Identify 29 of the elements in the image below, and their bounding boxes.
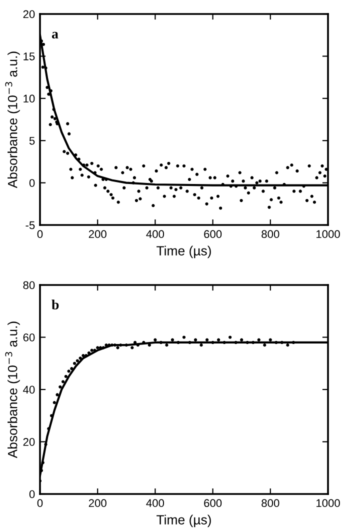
- x-tick-label: 600: [204, 230, 222, 238]
- y-tick-label: 80: [23, 281, 35, 290]
- x-tick-label: 200: [88, 230, 106, 238]
- y-tick-label: 60: [23, 334, 35, 342]
- x-tick-label: 800: [262, 230, 280, 238]
- annotation: b: [52, 300, 59, 310]
- y-tick-label: -5: [26, 221, 35, 230]
- x-tick-label: 1000: [316, 499, 340, 508]
- x-tick-label: 0: [37, 230, 43, 238]
- x-tick-label: 1000: [316, 230, 340, 238]
- y-tick-label: 10: [24, 94, 35, 103]
- x-axis-title: Time (µs): [156, 246, 211, 258]
- x-axis-title: Time (µs): [156, 514, 211, 528]
- y-tick-label: 5: [29, 136, 35, 145]
- x-tick-label: 200: [88, 499, 106, 508]
- x-tick-label: 400: [146, 230, 164, 238]
- y-tick-label: 20: [23, 10, 35, 18]
- x-tick-label: 600: [204, 499, 222, 508]
- y-tick-label: 0: [29, 179, 35, 187]
- x-tick-label: 0: [37, 499, 43, 508]
- y-axis-title: Absorbance (10$^{−3}$ a.u.): [5, 322, 20, 458]
- annotation: a: [52, 32, 58, 39]
- y-axis-title: Absorbance (10$^{−3}$ a.u.): [5, 52, 20, 188]
- y-tick-label: 0: [29, 490, 35, 498]
- x-tick-label: 800: [262, 499, 280, 508]
- y-tick-label: 20: [23, 438, 35, 446]
- y-tick-label: 40: [23, 386, 35, 394]
- x-tick-label: 400: [146, 499, 164, 508]
- y-tick-label: 15: [24, 52, 35, 60]
